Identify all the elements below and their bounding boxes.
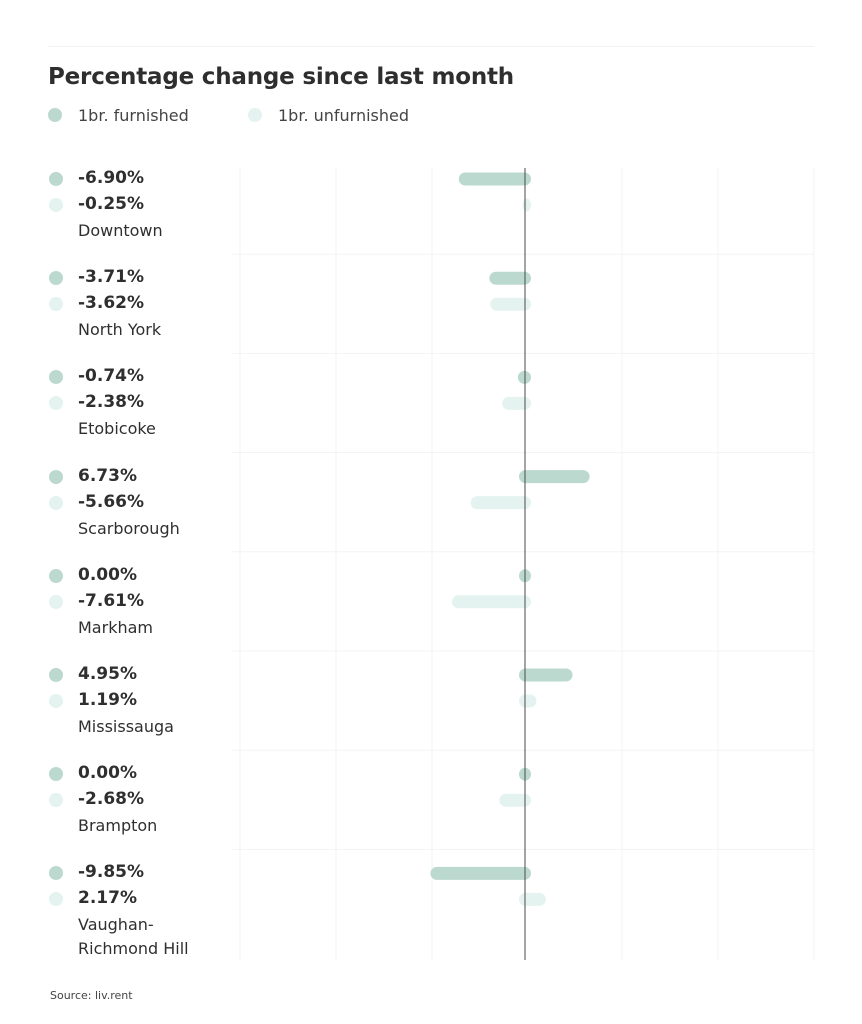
bar-furnished-5: [519, 569, 531, 583]
unfurnished-value-label: -3.62%: [78, 293, 145, 314]
bar-unfurnished-4: [470, 496, 531, 510]
legend-label-unfurnished: 1br. unfurnished: [278, 105, 410, 125]
bar-unfurnished-5: [451, 595, 531, 609]
furnished-value-label: 6.73%: [78, 465, 137, 486]
bar-furnished-1: [458, 172, 531, 186]
category-label: Vaughan-: [78, 915, 154, 935]
furnished-marker: [49, 172, 63, 186]
furnished-marker: [49, 568, 63, 583]
legend-item-unfurnished: 1br. unfurnished: [248, 104, 409, 126]
unfurnished-marker: [49, 793, 63, 808]
legend: 1br. furnished 1br. unfurnished: [48, 104, 548, 126]
unfurnished-marker: [49, 297, 63, 312]
bar-unfurnished-1: [522, 198, 531, 212]
furnished-value-label: 0.00%: [78, 564, 137, 585]
furnished-marker: [49, 866, 63, 881]
furnished-marker: [49, 370, 63, 385]
bar-furnished-6: [519, 668, 573, 682]
category-label: Downtown: [78, 221, 163, 240]
bar-furnished-4: [519, 470, 590, 484]
bar-unfurnished-8: [519, 892, 546, 906]
bar-furnished-7: [519, 767, 531, 781]
bar-unfurnished-3: [502, 396, 531, 410]
category-label: Etobicoke: [78, 419, 156, 439]
unfurnished-marker: [49, 495, 63, 510]
unfurnished-value-label: -2.68%: [78, 789, 145, 810]
unfurnished-value-label: -7.61%: [78, 590, 145, 611]
furnished-marker: [49, 767, 63, 782]
source-note: Source: liv.rent: [50, 989, 133, 1002]
bar-unfurnished-6: [519, 694, 537, 708]
unfurnished-marker: [49, 198, 63, 212]
furnished-marker: [49, 469, 63, 484]
furnished-value-label: -0.74%: [78, 366, 145, 387]
furnished-value-label: -3.71%: [78, 267, 145, 288]
unfurnished-value-label: 2.17%: [78, 888, 137, 909]
furnished-value-label: 4.95%: [78, 664, 137, 684]
unfurnished-marker: [49, 594, 63, 609]
furnished-value-label: -9.85%: [78, 862, 145, 883]
unfurnished-value-label: -5.66%: [78, 491, 145, 512]
furnished-value-label: 0.00%: [78, 763, 137, 784]
bar-furnished-8: [430, 866, 531, 880]
furnished-marker: [49, 271, 63, 286]
category-label: Brampton: [78, 816, 158, 836]
chart-title: Percentage change since last month: [48, 64, 514, 90]
category-label: Scarborough: [78, 518, 180, 538]
legend-label-furnished: 1br. furnished: [78, 105, 189, 125]
top-divider: [48, 46, 814, 47]
unfurnished-marker: [49, 396, 63, 411]
legend-marker-furnished: [48, 108, 62, 122]
bar-unfurnished-7: [499, 793, 531, 807]
category-label: North York: [78, 320, 162, 340]
bar-furnished-2: [489, 271, 531, 285]
legend-item-furnished: 1br. furnished: [48, 104, 189, 126]
category-label: Markham: [78, 617, 153, 637]
category-label: Richmond Hill: [78, 939, 189, 959]
unfurnished-marker: [49, 892, 63, 907]
unfurnished-value-label: 1.19%: [78, 690, 137, 710]
unfurnished-value-label: -0.25%: [78, 194, 145, 214]
unfurnished-value-label: -2.38%: [78, 392, 145, 413]
bar-furnished-3: [517, 370, 531, 384]
bar-unfurnished-2: [490, 297, 531, 311]
legend-marker-unfurnished: [248, 108, 262, 122]
category-label: Mississauga: [78, 717, 174, 736]
unfurnished-marker: [49, 694, 63, 708]
furnished-value-label: -6.90%: [78, 168, 145, 188]
furnished-marker: [49, 668, 63, 682]
